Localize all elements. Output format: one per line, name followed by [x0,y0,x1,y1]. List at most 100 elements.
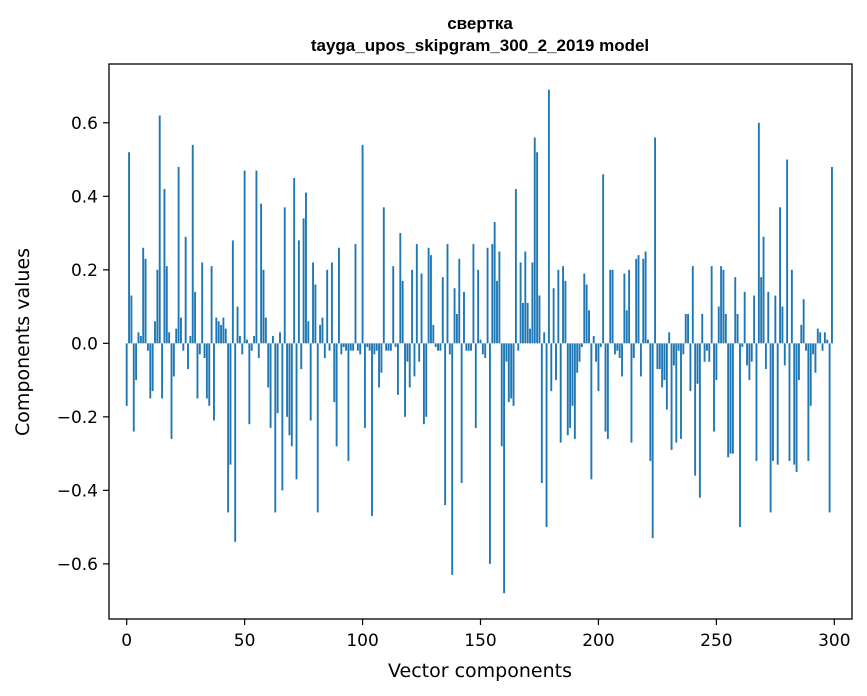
bar [696,343,699,384]
y-tick-label: 0.0 [71,334,98,354]
x-tick-label: 200 [582,631,614,651]
bar [434,343,437,348]
bar [342,343,345,348]
bar [297,240,300,344]
bar [389,343,392,351]
bar [246,339,248,344]
bar [217,321,220,344]
bar [144,258,147,344]
bar [654,137,656,344]
bar [382,207,385,344]
bar [477,269,480,344]
bar [281,343,284,491]
bar [375,343,378,351]
bar [543,332,546,344]
bar [168,332,171,344]
bar [672,343,675,366]
bar [220,324,222,344]
bar [319,324,322,344]
bar [231,240,234,344]
bar [154,321,156,344]
bar [826,339,829,344]
bar [776,343,779,465]
bar [720,266,723,344]
bar [517,343,520,351]
bar [363,343,366,428]
bar [425,343,428,417]
y-axis-ticks: −0.6 −0.4 −0.2 0.0 0.2 0.4 0.6 [57,114,109,575]
bar [550,343,553,392]
bar [158,115,161,344]
bar [420,273,423,344]
bar [663,343,666,381]
bar [680,343,682,439]
bar [156,269,159,344]
bar [649,343,652,461]
bar [739,343,741,528]
bar [661,343,664,388]
bar [441,277,444,344]
bar [807,343,810,461]
bar [684,313,687,344]
bar [392,266,395,344]
bar [694,343,697,476]
bar [491,244,494,344]
bar [651,343,654,539]
x-tick-label: 50 [234,631,256,651]
y-tick-label: 0.4 [71,187,98,207]
bar [717,306,720,344]
bar [458,258,461,344]
bar [715,343,718,381]
bar [788,343,791,461]
bar [812,343,815,355]
bar [522,302,524,344]
bar [142,247,145,344]
bar [314,284,317,344]
bar [437,343,439,351]
bar [208,343,211,406]
bar [687,313,690,344]
bar [354,244,357,344]
bar [406,343,409,362]
y-tick-label: −0.4 [57,481,98,501]
bar [184,236,187,344]
bar [328,343,331,351]
bar [187,343,189,370]
bar [705,343,708,351]
bar [349,343,352,351]
bar [526,302,529,344]
bar [465,343,468,351]
bar [764,343,767,370]
bar [448,343,451,355]
bar [757,122,760,344]
bar [762,236,765,344]
bar [533,137,536,344]
bar [241,343,244,355]
bar [713,343,715,432]
bar [571,343,574,406]
bar [215,317,218,344]
bar [340,343,343,355]
bar [175,328,178,344]
y-tick-label: −0.2 [57,408,98,428]
bar [316,343,319,513]
bar [644,251,647,344]
bar [819,332,822,344]
bar [422,343,425,425]
bar [309,343,312,421]
bar [635,258,638,344]
bar [290,343,293,447]
bar [741,343,744,348]
bar [276,343,279,414]
bar [444,343,447,506]
bar [559,343,562,443]
bar [455,313,458,344]
bar [496,280,498,344]
bar [743,291,746,344]
bar [427,247,430,344]
bar [614,343,616,355]
bar [180,317,182,344]
bar [467,343,470,351]
bar [260,203,263,344]
